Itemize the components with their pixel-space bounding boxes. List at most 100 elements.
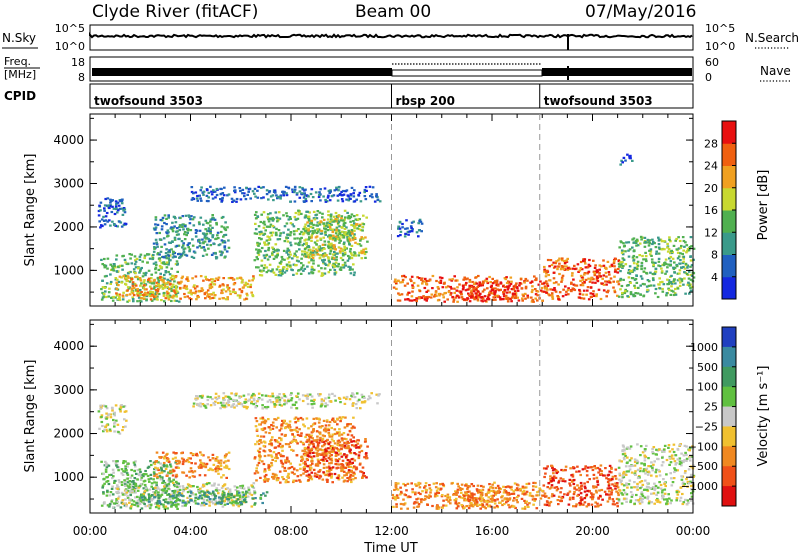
cpid-segment-label: twofsound 3503: [544, 94, 653, 108]
velocity-colorbar-swatch: [722, 426, 736, 447]
freq-right-tick-top: 60: [705, 56, 719, 69]
velocity-colorbar-swatch: [722, 386, 736, 408]
velocity-colorbar-tick: 25: [704, 401, 718, 414]
nsearch-label: N.Search: [745, 31, 799, 45]
velocity-echo-region: [253, 416, 357, 484]
velocity-colorbar-tick: −100: [688, 440, 718, 453]
power-echo-region: [303, 214, 369, 260]
velocity-colorbar-label: Velocity [m s⁻¹]: [756, 366, 771, 467]
power-colorbar-tick: 8: [711, 249, 718, 262]
velocity-echo-region: [140, 490, 269, 506]
power-colorbar-tick: 28: [704, 137, 718, 150]
power-echo-region: [97, 197, 128, 229]
power-ylabel: Slant Range [km]: [23, 154, 38, 267]
nsky-left-tick-bottom: 10^0: [55, 40, 85, 53]
power-colorbar-tick: 16: [704, 204, 718, 217]
power-echo-region: [455, 281, 518, 301]
velocity-ytick-label: 4000: [53, 339, 84, 353]
velocity-colorbar-swatch: [722, 486, 736, 507]
freq-band-2: [391, 69, 543, 77]
power-colorbar-swatch: [722, 210, 736, 233]
power-echo-region: [392, 274, 544, 303]
velocity-panel: 1000 2000 3000 4000 Slant Range [km] 1000 50…: [23, 319, 771, 514]
xtick-label: 16:00: [475, 524, 510, 538]
velocity-colorbar-swatch: [722, 327, 736, 348]
xtick-label: 00:00: [676, 524, 711, 538]
cpid-panel: CPID twofsound 3503 rbsp 200 twofsound 350…: [4, 83, 694, 109]
cpid-label: CPID: [4, 89, 36, 103]
power-colorbar-swatch: [722, 187, 736, 211]
velocity-echo-region: [454, 488, 519, 508]
xtick-label: 08:00: [274, 524, 309, 538]
velocity-echo-region: [97, 404, 128, 435]
power-ytick-label: 4000: [53, 133, 84, 147]
power-panel: 1000 2000 3000 4000 Slant Range [km] 4 8 12 16…: [23, 113, 771, 307]
nsky-left-tick-top: 10^5: [55, 22, 85, 35]
velocity-echo-region: [192, 392, 381, 410]
xtick-label: 00:00: [73, 524, 108, 538]
power-ytick-label: 3000: [53, 177, 84, 191]
velocity-echo-region: [153, 451, 231, 479]
cpid-segment-label: rbsp 200: [396, 94, 455, 108]
velocity-colorbar-tick: 1000: [690, 341, 718, 354]
velocity-colorbar-swatch: [722, 366, 736, 388]
power-echo-region: [115, 274, 255, 301]
velocity-ytick-label: 3000: [53, 383, 84, 397]
power-colorbar-tick: 20: [704, 182, 718, 195]
velocity-echo-region: [303, 438, 369, 480]
velocity-colorbar-tick: 100: [697, 381, 718, 394]
beam-title: Beam 00: [355, 2, 431, 22]
freq-right-tick-bottom: 0: [705, 71, 712, 84]
nsky-panel: N.Sky 10^5 10^0 10^5 10^0 N.Search: [2, 22, 799, 53]
station-title: Clyde River (fitACF): [92, 2, 258, 22]
velocity-ylabel: Slant Range [km]: [23, 360, 38, 473]
velocity-colorbar-swatch: [722, 406, 736, 427]
power-colorbar-tick: 24: [704, 160, 718, 173]
nsky-right-tick-bottom: 10^0: [705, 40, 735, 53]
velocity-colorbar-swatch: [722, 346, 736, 368]
freq-panel: Freq. [MHz] 18 8 60 0 Nave: [4, 55, 791, 84]
power-ytick-label: 1000: [53, 263, 84, 277]
velocity-ytick-label: 1000: [53, 470, 84, 484]
power-ytick-label: 2000: [53, 220, 84, 234]
cpid-segment-label: twofsound 3503: [94, 94, 203, 108]
xtick-label: 04:00: [173, 524, 208, 538]
xaxis-label: Time UT: [363, 541, 417, 554]
freq-label: Freq.: [4, 55, 31, 68]
velocity-colorbar-tick: −500: [688, 460, 718, 473]
xtick-label: 20:00: [575, 524, 610, 538]
xtick-label: 12:00: [374, 524, 409, 538]
velocity-echo-region: [391, 481, 545, 510]
freq-band-3: [542, 68, 692, 76]
freq-band-1: [92, 68, 392, 76]
freq-left-tick-bottom: 8: [78, 71, 85, 84]
nave-label: Nave: [760, 64, 791, 78]
velocity-colorbar-swatch: [722, 446, 736, 467]
power-colorbar-swatch: [722, 254, 736, 278]
power-colorbar-tick: 12: [704, 226, 718, 239]
power-colorbar-swatch: [722, 276, 736, 300]
power-colorbar-label: Power [dB]: [756, 170, 771, 241]
power-colorbar-swatch: [722, 165, 736, 189]
nsky-trace: [89, 32, 693, 39]
power-echo-region: [396, 218, 424, 238]
power-colorbar-tick: 4: [711, 271, 718, 284]
power-echo-region: [542, 257, 621, 301]
power-colorbar-swatch: [722, 121, 736, 144]
velocity-echo-region: [617, 443, 696, 506]
velocity-colorbar-tick: −1000: [681, 480, 718, 493]
freq-unit: [MHz]: [4, 68, 36, 81]
date-title: 07/May/2016: [585, 2, 697, 22]
power-echo-region: [617, 235, 696, 299]
velocity-ytick-label: 2000: [53, 427, 84, 441]
power-echo-region: [619, 153, 634, 166]
power-colorbar-swatch: [722, 143, 736, 166]
velocity-colorbar-swatch: [722, 466, 736, 487]
velocity-colorbar-tick: 500: [697, 361, 718, 374]
nsky-right-tick-top: 10^5: [705, 22, 735, 35]
velocity-echo-region: [542, 464, 620, 508]
freq-left-tick-top: 18: [71, 56, 85, 69]
power-echo-region: [190, 185, 382, 203]
power-colorbar-swatch: [722, 232, 736, 255]
